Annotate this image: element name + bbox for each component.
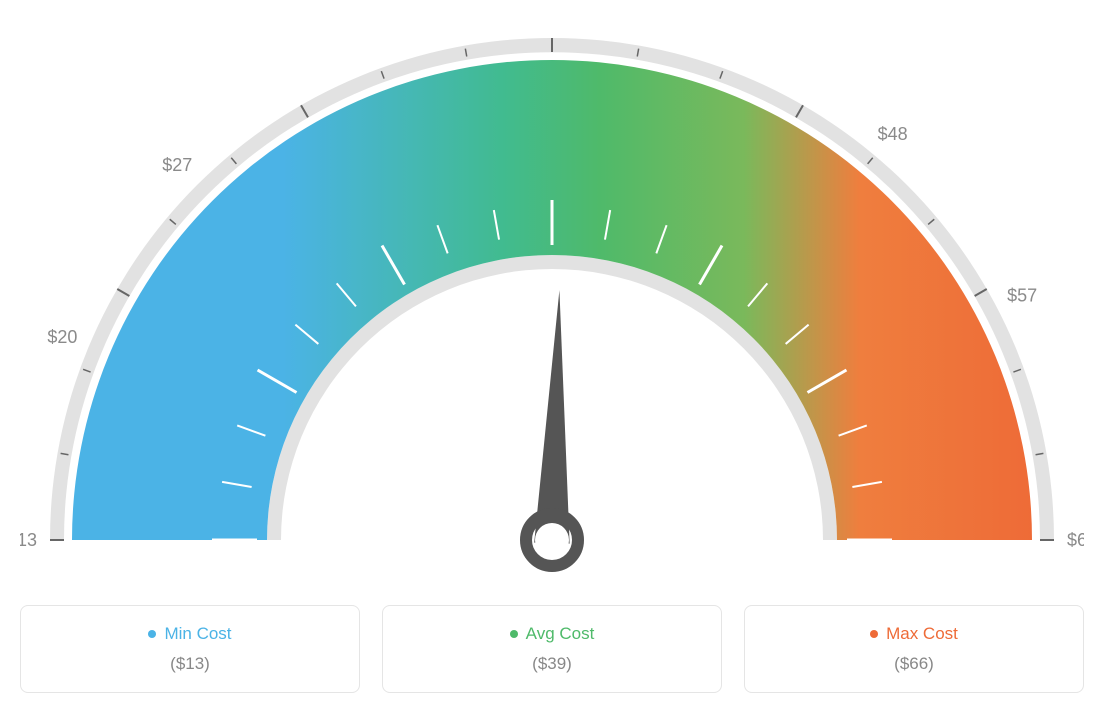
gauge-svg: $13$20$27$39$48$57$66 — [20, 20, 1084, 580]
legend-dot-max — [870, 630, 878, 638]
legend-label-max: Max Cost — [870, 624, 958, 644]
legend-value-max: ($66) — [894, 654, 934, 674]
gauge-needle-hub-inner — [535, 523, 569, 557]
legend-row: Min Cost ($13) Avg Cost ($39) Max Cost (… — [20, 605, 1084, 693]
gauge-tick-label: $48 — [878, 124, 908, 144]
legend-box-min: Min Cost ($13) — [20, 605, 360, 693]
legend-value-avg: ($39) — [532, 654, 572, 674]
gauge-tick-label: $20 — [47, 327, 77, 347]
legend-dot-min — [148, 630, 156, 638]
gauge-tick-label: $13 — [20, 530, 37, 550]
legend-dot-avg — [510, 630, 518, 638]
legend-value-min: ($13) — [170, 654, 210, 674]
gauge-needle — [534, 290, 569, 544]
gauge-tick-label: $27 — [162, 155, 192, 175]
legend-box-max: Max Cost ($66) — [744, 605, 1084, 693]
legend-label-min: Min Cost — [148, 624, 231, 644]
legend-text-min: Min Cost — [164, 624, 231, 644]
cost-gauge-chart: $13$20$27$39$48$57$66 — [20, 20, 1084, 585]
legend-label-avg: Avg Cost — [510, 624, 595, 644]
gauge-tick-label: $66 — [1067, 530, 1084, 550]
legend-text-avg: Avg Cost — [526, 624, 595, 644]
legend-text-max: Max Cost — [886, 624, 958, 644]
gauge-tick-label: $57 — [1007, 285, 1037, 305]
legend-box-avg: Avg Cost ($39) — [382, 605, 722, 693]
